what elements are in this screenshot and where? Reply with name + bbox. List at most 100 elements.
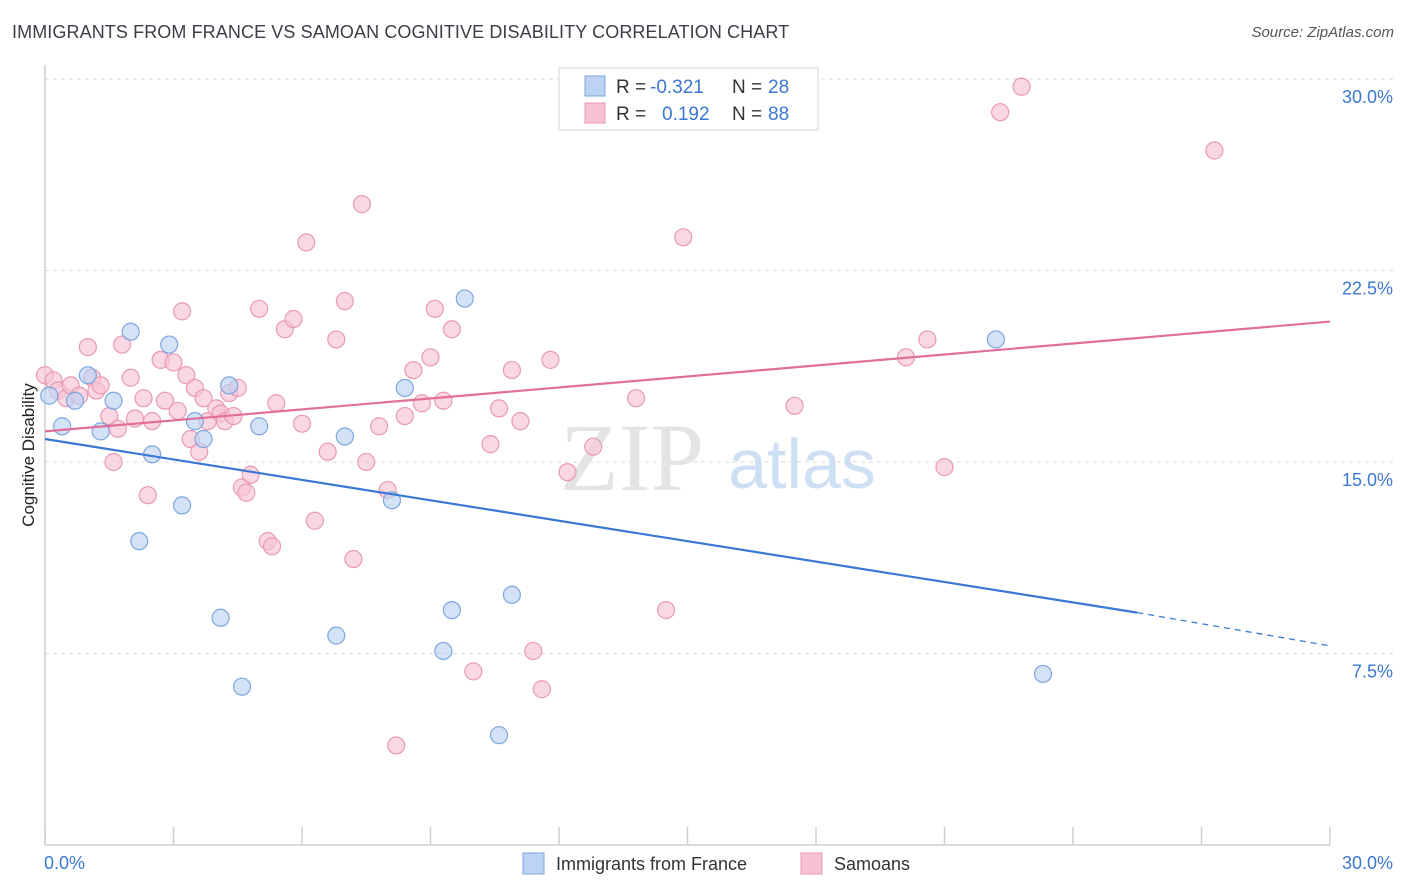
data-point	[172, 496, 192, 515]
data-point	[185, 412, 205, 431]
data-point	[370, 417, 389, 436]
data-point	[502, 585, 521, 604]
data-point	[121, 368, 140, 387]
data-point	[250, 299, 269, 318]
data-point	[267, 394, 286, 413]
data-point	[412, 394, 432, 413]
data-point	[541, 350, 560, 369]
data-point	[327, 626, 346, 645]
data-point	[130, 532, 149, 551]
data-point	[305, 511, 324, 530]
data-point	[327, 330, 346, 349]
chart-title: IMMIGRANTS FROM FRANCE VS SAMOAN COGNITI…	[12, 22, 790, 42]
data-point	[511, 412, 530, 431]
trend-line-france	[44, 437, 1138, 614]
data-point	[404, 360, 423, 380]
data-point	[284, 309, 303, 329]
data-point	[918, 330, 937, 349]
data-point	[344, 549, 363, 569]
data-point	[78, 366, 97, 385]
data-point	[481, 435, 500, 454]
data-point	[160, 335, 179, 354]
data-point	[442, 600, 462, 620]
data-point	[177, 366, 196, 385]
legend-swatch-france	[522, 852, 545, 875]
y-tick-label: 30.0%	[1342, 87, 1393, 107]
data-point	[53, 417, 72, 436]
data-point	[986, 330, 1006, 349]
data-point	[1033, 664, 1053, 684]
data-point	[425, 299, 444, 318]
data-point	[297, 233, 316, 252]
y-tick-label: 15.0%	[1342, 470, 1393, 490]
data-point	[220, 376, 239, 395]
source-note: Source: ZipAtlas.com	[1251, 24, 1394, 41]
data-point	[674, 228, 693, 247]
data-point	[455, 289, 474, 308]
data-point	[1205, 141, 1224, 160]
data-point	[335, 427, 354, 446]
data-point	[262, 537, 282, 556]
grid-lines: 7.5% 15.0% 22.5% 30.0%	[45, 78, 1393, 682]
data-point	[434, 641, 453, 661]
series-legend: Immigrants from France Samoans	[522, 852, 910, 875]
stats-legend: R = -0.321 N = 28 R = 0.192 N = 88	[558, 67, 819, 131]
data-point	[489, 399, 509, 418]
data-point	[91, 376, 110, 395]
data-point	[232, 677, 252, 696]
data-point	[211, 608, 230, 627]
data-point	[237, 483, 256, 502]
data-point	[524, 641, 543, 661]
data-point	[785, 396, 804, 415]
data-point	[104, 391, 123, 410]
data-point	[502, 360, 521, 380]
data-point	[357, 452, 376, 472]
data-point	[40, 386, 59, 405]
data-point	[584, 437, 603, 456]
trend-line-samoans	[44, 320, 1331, 433]
data-point	[168, 401, 187, 421]
data-point	[421, 348, 440, 367]
data-point	[382, 491, 402, 510]
data-point	[194, 429, 213, 449]
data-point	[489, 726, 509, 745]
data-point	[532, 680, 551, 699]
data-point	[558, 463, 577, 482]
watermark-atlas: atlas	[728, 425, 876, 503]
data-point	[241, 465, 260, 484]
legend-swatch-blue	[584, 75, 606, 97]
data-point	[318, 442, 337, 461]
data-point	[134, 389, 153, 408]
data-point	[292, 414, 312, 433]
data-point	[155, 391, 175, 410]
data-point	[387, 736, 406, 755]
data-point	[335, 292, 354, 311]
legend-n-value-pink: 88	[768, 104, 789, 125]
data-point	[434, 391, 453, 410]
series-france-points	[40, 289, 1053, 745]
y-tick-label: 22.5%	[1342, 279, 1393, 299]
legend-n-label-blue: N =	[732, 77, 762, 98]
data-point	[108, 419, 127, 438]
data-point	[442, 320, 462, 339]
legend-n-label-pink: N =	[732, 104, 762, 125]
watermark-zip: ZIP	[560, 404, 704, 511]
legend-label-samoans: Samoans	[834, 854, 910, 874]
data-point	[112, 335, 132, 354]
data-point	[626, 389, 646, 408]
legend-r-label-pink: R =	[616, 104, 646, 125]
data-point	[991, 103, 1010, 122]
data-point	[172, 302, 192, 321]
data-point	[138, 486, 157, 505]
data-point	[395, 378, 414, 398]
data-point	[352, 195, 372, 214]
data-point	[656, 600, 676, 620]
legend-r-value-pink: 0.192	[662, 104, 710, 125]
data-point	[104, 452, 123, 472]
data-point	[464, 662, 483, 681]
legend-n-value-blue: 28	[768, 77, 789, 98]
axes	[44, 65, 1331, 846]
data-point	[65, 391, 85, 410]
data-point	[1012, 77, 1031, 96]
